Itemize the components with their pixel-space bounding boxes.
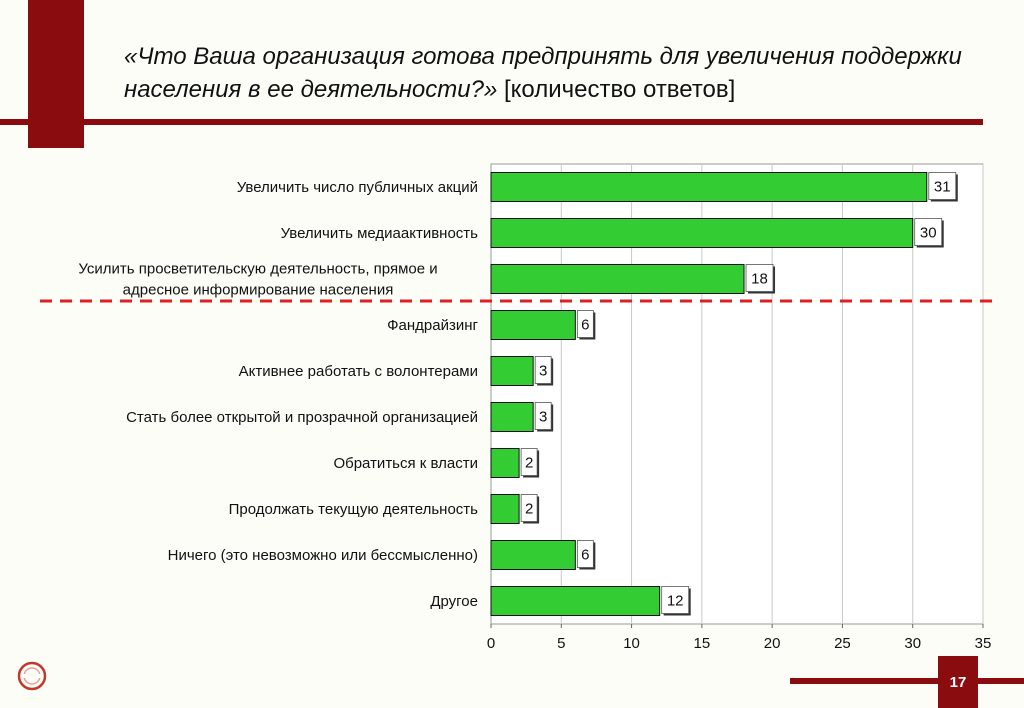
data-label: 2 [525, 501, 533, 518]
data-label: 6 [581, 547, 589, 564]
bar [490, 586, 661, 616]
circular-logo-icon [17, 661, 47, 691]
data-label: 3 [539, 409, 547, 426]
category-label: Ничего (это невозможно или бессмысленно) [168, 547, 478, 564]
category-label: Продолжать текущую деятельность [229, 501, 479, 518]
data-label-box [576, 540, 594, 568]
data-label: 31 [934, 179, 951, 196]
data-label-box [745, 264, 774, 292]
x-tick-label: 0 [487, 635, 495, 652]
bar [490, 540, 576, 570]
x-tick-label: 30 [904, 635, 921, 652]
bar [490, 494, 520, 524]
x-tick-label: 25 [834, 635, 851, 652]
bar [490, 218, 914, 248]
x-tick-label: 10 [623, 635, 640, 652]
data-label-box [520, 494, 538, 522]
category-label: Активнее работать с волонтерами [239, 363, 478, 380]
bar [490, 356, 534, 386]
data-label-box [534, 356, 552, 384]
page-number: 17 [938, 656, 978, 708]
slide-title-suffix: [количество ответов] [503, 76, 736, 103]
bar [490, 448, 520, 478]
bar [490, 172, 928, 202]
data-label: 12 [667, 593, 684, 610]
data-label-box [534, 402, 552, 430]
x-tick-label: 15 [694, 635, 711, 652]
category-label: Усилить просветительскую деятельность, п… [78, 261, 437, 299]
data-label-box [914, 218, 943, 246]
data-label: 6 [581, 317, 589, 334]
category-label: Стать более открытой и прозрачной органи… [126, 409, 478, 426]
data-label-box [928, 172, 957, 200]
category-label: Увеличить медиаактивность [281, 225, 479, 242]
slide-title: «Что Ваша организация готова предпринять… [124, 40, 984, 106]
data-label-box [661, 586, 690, 614]
x-tick-label: 35 [975, 635, 992, 652]
data-label: 30 [920, 225, 937, 242]
footer-rule [790, 678, 1024, 684]
bar [490, 402, 534, 432]
x-tick-label: 5 [557, 635, 565, 652]
data-label-box [520, 448, 538, 476]
category-label: Фандрайзинг [387, 317, 478, 334]
category-label: Увеличить число публичных акций [237, 179, 478, 196]
x-tick-label: 20 [764, 635, 781, 652]
category-label: Другое [430, 593, 478, 610]
data-label: 3 [539, 363, 547, 380]
data-label: 2 [525, 455, 533, 472]
bar [490, 264, 745, 294]
bar [490, 310, 576, 340]
data-label-box [576, 310, 594, 338]
title-underline [0, 119, 983, 125]
slide-title-question: «Что Ваша организация готова предпринять… [124, 43, 962, 103]
data-label: 18 [751, 271, 768, 288]
category-label: Обратиться к власти [333, 455, 478, 472]
